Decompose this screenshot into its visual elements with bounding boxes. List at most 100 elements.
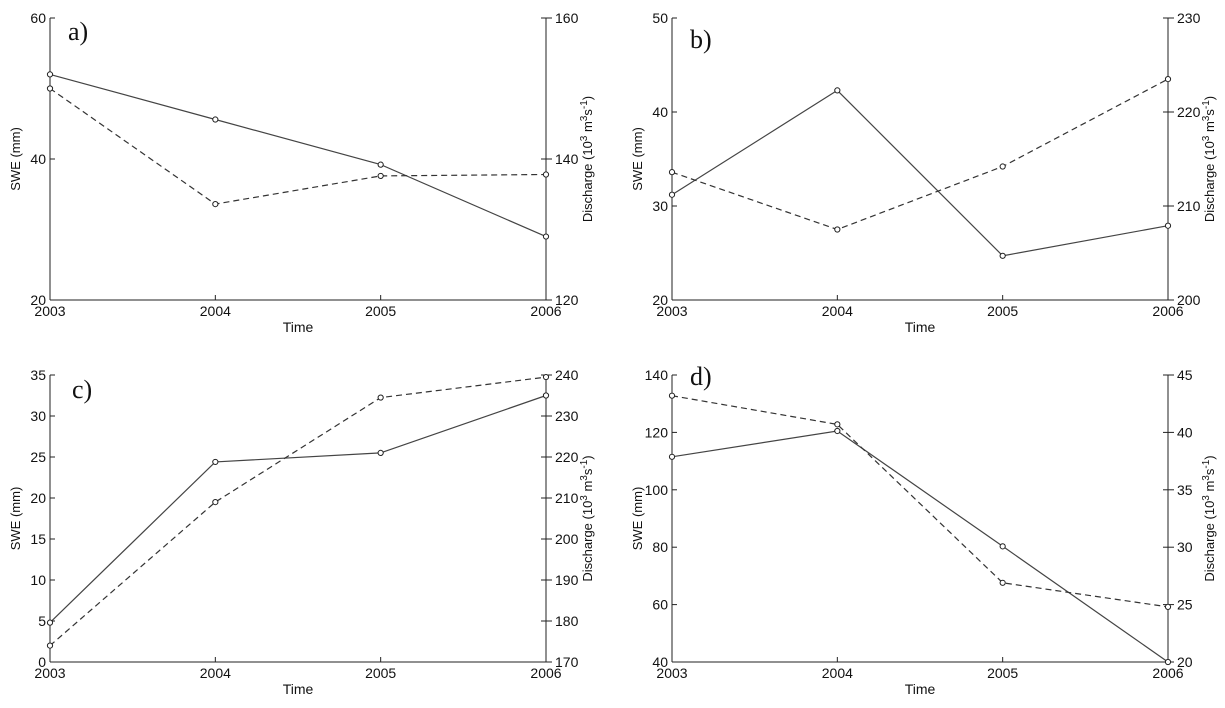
right-y-axis-label: Discharge (103 m3s-1)	[579, 455, 596, 581]
x-tick-label: 2003	[656, 303, 687, 319]
x-tick-label: 2004	[822, 303, 853, 319]
x-tick-label: 2005	[365, 665, 396, 681]
discharge-point	[834, 421, 841, 428]
left-y-tick-label: 80	[652, 539, 668, 555]
right-y-tick-label: 25	[1177, 597, 1193, 613]
discharge-point	[212, 499, 219, 506]
discharge-point	[46, 85, 54, 92]
x-tick-label: 2005	[987, 665, 1018, 681]
left-y-tick-label: 0	[38, 654, 46, 670]
right-y-tick-label: 20	[1177, 654, 1193, 670]
left-y-axis-label: SWE (mm)	[8, 127, 23, 191]
left-y-tick-label: 40	[652, 654, 668, 670]
left-y-tick-label: 100	[645, 482, 669, 498]
right-y-tick-label: 45	[1177, 367, 1193, 383]
swe-point	[1164, 658, 1172, 666]
left-y-axis-label: SWE (mm)	[630, 487, 645, 551]
swe-point	[1164, 222, 1172, 229]
left-y-tick-label: 10	[30, 572, 46, 588]
panel-label: a)	[68, 17, 88, 46]
right-y-tick-label: 40	[1177, 424, 1193, 440]
left-y-tick-label: 20	[30, 292, 46, 308]
discharge-point	[1164, 603, 1172, 610]
discharge-point	[999, 579, 1006, 586]
panel-label: c)	[72, 375, 92, 404]
x-axis-label: Time	[283, 681, 314, 697]
discharge-series	[46, 373, 550, 649]
swe-line	[49, 394, 547, 624]
discharge-point	[212, 201, 219, 208]
chart-panel-2: 20 30 40 50 200 210 220 230 2003 2004 2005 2006 Time…	[630, 10, 1217, 335]
left-y-tick-label: 15	[30, 531, 46, 547]
right-y-tick-label: 120	[555, 292, 579, 308]
swe-line	[671, 89, 1169, 257]
x-tick-label: 2003	[34, 665, 65, 681]
right-y-axis-label: Discharge (103 m3s-1)	[579, 96, 596, 222]
swe-line	[671, 430, 1169, 663]
right-y-tick-label: 220	[555, 449, 579, 465]
discharge-point	[1164, 76, 1172, 83]
left-y-tick-label: 60	[652, 597, 668, 613]
left-y-tick-label: 20	[652, 292, 668, 308]
discharge-line	[49, 376, 547, 647]
swe-series	[46, 71, 550, 240]
right-y-tick-label: 140	[555, 151, 579, 167]
panel-label: b)	[690, 25, 712, 54]
right-y-tick-label: 190	[555, 572, 579, 588]
swe-point	[834, 87, 841, 94]
discharge-line	[49, 88, 547, 205]
left-y-tick-label: 30	[30, 408, 46, 424]
discharge-point	[668, 169, 676, 176]
x-axis-label: Time	[283, 319, 314, 335]
right-y-tick-label: 35	[1177, 482, 1193, 498]
swe-point	[377, 161, 384, 168]
right-y-tick-label: 220	[1177, 104, 1201, 120]
right-y-tick-label: 230	[555, 408, 579, 424]
left-y-tick-label: 25	[30, 449, 46, 465]
x-tick-label: 2005	[365, 303, 396, 319]
swe-point	[668, 191, 676, 198]
x-tick-label: 2005	[987, 303, 1018, 319]
discharge-point	[834, 226, 841, 233]
discharge-point	[999, 163, 1006, 170]
right-y-tick-label: 210	[555, 490, 579, 506]
x-tick-label: 2004	[822, 665, 853, 681]
swe-series	[668, 87, 1172, 259]
discharge-series	[668, 392, 1172, 610]
left-y-tick-label: 120	[645, 424, 669, 440]
swe-line	[49, 73, 547, 238]
swe-point	[542, 392, 550, 399]
chart-panel-1: 20 40 60 120 140 160 2003 2004 2005 2006 Time SWE (…	[8, 10, 595, 335]
right-y-axis-label: Discharge (103 m3s-1)	[1201, 96, 1218, 222]
swe-series	[668, 427, 1172, 666]
x-tick-label: 2004	[200, 665, 231, 681]
swe-point	[542, 233, 550, 240]
x-tick-label: 2004	[200, 303, 231, 319]
x-tick-label: 2006	[1152, 303, 1183, 319]
right-y-tick-label: 240	[555, 367, 579, 383]
right-y-tick-label: 180	[555, 613, 579, 629]
swe-point	[668, 453, 676, 460]
x-axis-label: Time	[905, 319, 936, 335]
discharge-point	[542, 171, 550, 178]
x-tick-label: 2006	[1152, 665, 1183, 681]
left-y-axis-label: SWE (mm)	[630, 127, 645, 191]
left-y-axis-label: SWE (mm)	[8, 487, 23, 551]
discharge-series	[46, 85, 550, 208]
right-y-tick-label: 30	[1177, 539, 1193, 555]
right-y-tick-label: 160	[555, 10, 579, 26]
left-y-tick-label: 60	[30, 10, 46, 26]
right-y-tick-label: 210	[1177, 198, 1201, 214]
x-tick-label: 2006	[530, 303, 561, 319]
chart-panel-4: 40 60 80 100 120 140 20 25 30 35 40 45 2003 2004 2005 2…	[630, 362, 1217, 697]
discharge-series	[668, 76, 1172, 233]
right-y-tick-label: 230	[1177, 10, 1201, 26]
swe-point	[999, 543, 1006, 550]
swe-point	[46, 619, 54, 626]
discharge-point	[542, 373, 550, 381]
discharge-point	[46, 642, 54, 649]
x-tick-label: 2003	[34, 303, 65, 319]
left-y-tick-label: 140	[645, 367, 669, 383]
